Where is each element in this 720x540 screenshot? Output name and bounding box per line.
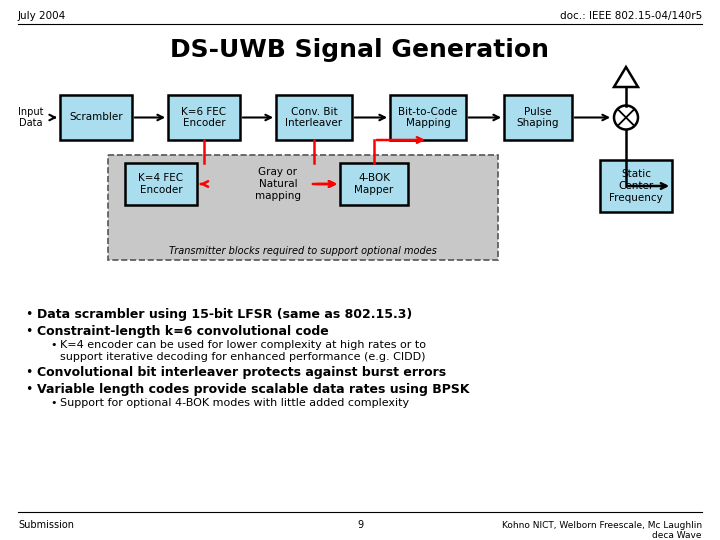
Text: support iterative decoding for enhanced performance (e.g. CIDD): support iterative decoding for enhanced … <box>60 352 426 362</box>
Text: 4-BOK
Mapper: 4-BOK Mapper <box>354 173 394 195</box>
FancyBboxPatch shape <box>125 163 197 205</box>
Text: July 2004: July 2004 <box>18 11 66 21</box>
Text: Constraint-length k=6 convolutional code: Constraint-length k=6 convolutional code <box>37 325 329 338</box>
Text: 9: 9 <box>357 520 363 530</box>
Text: K=6 FEC
Encoder: K=6 FEC Encoder <box>181 107 227 129</box>
FancyBboxPatch shape <box>168 95 240 140</box>
Text: •: • <box>25 383 32 396</box>
Text: •: • <box>50 340 56 350</box>
Text: Submission: Submission <box>18 520 74 530</box>
Text: Static
Center
Frequency: Static Center Frequency <box>609 170 663 202</box>
Text: Input
Data: Input Data <box>18 107 43 129</box>
Text: DS-UWB Signal Generation: DS-UWB Signal Generation <box>171 38 549 62</box>
Text: Convolutional bit interleaver protects against burst errors: Convolutional bit interleaver protects a… <box>37 366 446 379</box>
FancyBboxPatch shape <box>108 155 498 260</box>
Text: Scrambler: Scrambler <box>69 112 123 123</box>
Text: Kohno NICT, Welborn Freescale, Mc Laughlin
deca Wave: Kohno NICT, Welborn Freescale, Mc Laughl… <box>502 521 702 540</box>
FancyBboxPatch shape <box>600 160 672 212</box>
Text: •: • <box>25 308 32 321</box>
Text: •: • <box>25 325 32 338</box>
Text: Data scrambler using 15-bit LFSR (same as 802.15.3): Data scrambler using 15-bit LFSR (same a… <box>37 308 413 321</box>
Text: Transmitter blocks required to support optional modes: Transmitter blocks required to support o… <box>169 246 437 256</box>
Text: Conv. Bit
Interleaver: Conv. Bit Interleaver <box>285 107 343 129</box>
FancyBboxPatch shape <box>60 95 132 140</box>
Text: Variable length codes provide scalable data rates using BPSK: Variable length codes provide scalable d… <box>37 383 469 396</box>
FancyBboxPatch shape <box>504 95 572 140</box>
Text: K=4 encoder can be used for lower complexity at high rates or to: K=4 encoder can be used for lower comple… <box>60 340 426 350</box>
Text: Pulse
Shaping: Pulse Shaping <box>517 107 559 129</box>
Text: Bit-to-Code
Mapping: Bit-to-Code Mapping <box>398 107 458 129</box>
FancyBboxPatch shape <box>390 95 466 140</box>
Text: Support for optional 4-BOK modes with little added complexity: Support for optional 4-BOK modes with li… <box>60 398 409 408</box>
FancyBboxPatch shape <box>276 95 352 140</box>
Text: doc.: IEEE 802.15-04/140r5: doc.: IEEE 802.15-04/140r5 <box>559 11 702 21</box>
Text: •: • <box>25 366 32 379</box>
FancyBboxPatch shape <box>340 163 408 205</box>
Text: K=4 FEC
Encoder: K=4 FEC Encoder <box>138 173 184 195</box>
Text: •: • <box>50 398 56 408</box>
Text: Gray or
Natural
mapping: Gray or Natural mapping <box>255 167 301 200</box>
